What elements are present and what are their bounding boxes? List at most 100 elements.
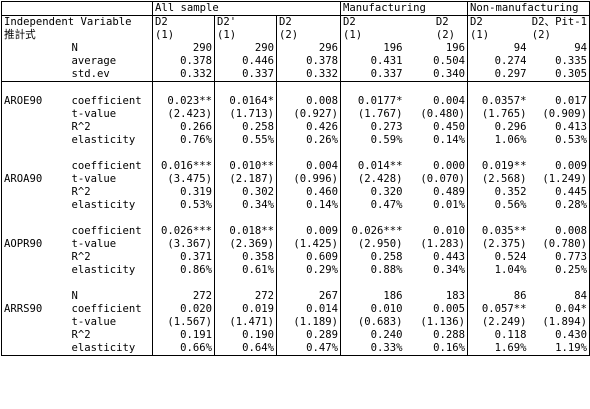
value-cell: 0.008 (528, 225, 590, 238)
group-non-manufacturing: Non-manufacturing (467, 1, 590, 16)
block-aopr90: coefficient 0.026*** 0.018** 0.009 0.026*** 0… (1, 212, 590, 277)
column-sub: (1) (217, 29, 237, 41)
value-cell: 0.53% (528, 134, 590, 147)
column-sub: (2) (279, 29, 299, 41)
row-label: coefficient (69, 225, 153, 238)
value-cell: 0.47% (370, 199, 403, 211)
value-cell: 0.426 (276, 121, 342, 134)
column-sub: (1) (343, 29, 363, 41)
column-sub: (2) (531, 29, 551, 41)
value-cell: (2.187) (214, 173, 277, 186)
row-label: R^2 (69, 329, 153, 342)
value-cell: (1.894) (528, 316, 590, 329)
independent-variable-header: Independent Variable 推計式 (1, 15, 153, 42)
value-cell: 0.018** (214, 225, 277, 238)
value-cell: 0.305 (528, 68, 590, 82)
value-cell: 0.017 (528, 95, 590, 108)
value-cell: 0.14% (404, 134, 469, 147)
value-cell: (1.425) (276, 238, 342, 251)
row-label: coefficient (69, 95, 153, 108)
row-label: N (69, 290, 153, 303)
row-coefficient: AROE90 coefficient 0.023** 0.0164* 0.008 0.01… (1, 95, 590, 108)
value-cell: 0.273 (370, 121, 403, 133)
column-header: D2 (2) (276, 15, 342, 42)
value-cell: 84 (528, 290, 590, 303)
value-cell: 0.009 (528, 160, 590, 173)
value-cell: 0.240 (370, 329, 403, 341)
value-cell: 0.28% (528, 199, 590, 212)
row-r2: R^2 0.319 0.302 0.460 0.320 0.489 0.352 0.445 (1, 186, 590, 199)
row-r2: R^2 0.371 0.358 0.609 0.258 0.443 0.524 0.773 (1, 251, 590, 264)
value-cell: 0.057** (481, 303, 527, 315)
value-cell: (1.765) (481, 108, 527, 120)
summary-section: N 290 290 296 196 196 94 94 average 0.378 0.446 0.… (1, 42, 590, 82)
value-cell: 0.56% (494, 199, 527, 211)
column-pair: D2 (1) D2 (2) (343, 16, 465, 42)
value-cell: 0.34% (214, 199, 277, 212)
row-label: average (69, 55, 153, 68)
value-cell: 0.66% (152, 342, 215, 356)
value-cell: (0.480) (404, 108, 469, 121)
value-cell: 0.297 (467, 68, 529, 82)
row-elasticity: elasticity 0.76% 0.55% 0.26% 0.59% 0.14% 1.06%… (1, 134, 590, 147)
value-cell: 0.446 (214, 55, 277, 68)
variable-name (1, 160, 70, 173)
value-cell: 0.358 (214, 251, 277, 264)
value-cell: (1.189) (276, 316, 342, 329)
variable-name (1, 108, 70, 121)
column-name: D2、Pit-1 (531, 16, 588, 28)
group-manufacturing: Manufacturing (340, 1, 469, 16)
column-name: D2 (279, 16, 292, 28)
value-cell: 0.16% (404, 342, 469, 356)
column-name: D2 (155, 16, 168, 28)
value-cell: 272 (214, 290, 277, 303)
value-cell: 0.020 (152, 303, 215, 316)
summary-row-average: average 0.378 0.446 0.378 0.431 0.504 0.274 0.3… (1, 55, 590, 68)
row-label: coefficient (69, 160, 153, 173)
value-cell: 94 (528, 42, 590, 55)
value-cell: 94 (513, 42, 527, 54)
value-cell: (2.423) (152, 108, 215, 121)
column-sub: (2) (435, 29, 456, 41)
value-cell: (2.249) (481, 316, 527, 328)
row-label: std.ev (69, 68, 153, 82)
row-elasticity: elasticity 0.66% 0.64% 0.47% 0.33% 0.16% 1.69%… (1, 342, 590, 356)
value-cell: (2.568) (481, 173, 527, 185)
group-all-sample: All sample (152, 1, 342, 16)
row-label: elasticity (69, 264, 153, 277)
variable-name (1, 316, 70, 329)
row-coefficient: coefficient 0.026*** 0.018** 0.009 0.026*** 0… (1, 225, 590, 238)
value-cell: 0.023** (152, 95, 215, 108)
value-cell: 0.489 (404, 186, 469, 199)
value-cell: 0.460 (276, 186, 342, 199)
value-cell: 0.335 (528, 55, 590, 68)
value-cell: 0.296 (494, 121, 527, 133)
variable-name (1, 68, 70, 82)
value-cell: (0.683) (357, 316, 403, 328)
value-cell: 0.64% (214, 342, 277, 356)
value-cell: 0.019 (214, 303, 277, 316)
row-r2: R^2 0.266 0.258 0.426 0.273 0.450 0.296 0.413 (1, 121, 590, 134)
row-label: t-value (69, 173, 153, 186)
value-cell: 0.008 (276, 95, 342, 108)
value-cell: 0.258 (214, 121, 277, 134)
block-aroa90: coefficient 0.016*** 0.010** 0.004 0.014** 0.… (1, 147, 590, 212)
value-cell: 0.014 (276, 303, 342, 316)
column-header: D2 (1) (470, 16, 489, 42)
value-cell: 290 (152, 42, 215, 55)
estimation-label: 推計式 (4, 29, 36, 41)
value-cell: 0.0357* (481, 95, 527, 107)
value-cell: (1.136) (404, 316, 469, 329)
value-cell: 0.04* (528, 303, 590, 316)
value-cell: 0.33% (340, 342, 405, 356)
summary-row-stdev: std.ev 0.332 0.337 0.332 0.337 0.340 0.297 0.30… (1, 68, 590, 82)
value-cell: 0.26% (276, 134, 342, 147)
row-label: elasticity (69, 199, 153, 212)
value-cell: 0.29% (276, 264, 342, 277)
value-cell: 0.450 (404, 121, 469, 134)
value-cell: (0.909) (528, 108, 590, 121)
column-header-row: Independent Variable 推計式 D2 (1) D2' (1) D2… (1, 15, 590, 42)
variable-name: AROA90 (1, 173, 70, 186)
column-header-pair: D2 (1) D2 (2) (340, 15, 469, 42)
value-cell: 0.0177* (357, 95, 403, 107)
